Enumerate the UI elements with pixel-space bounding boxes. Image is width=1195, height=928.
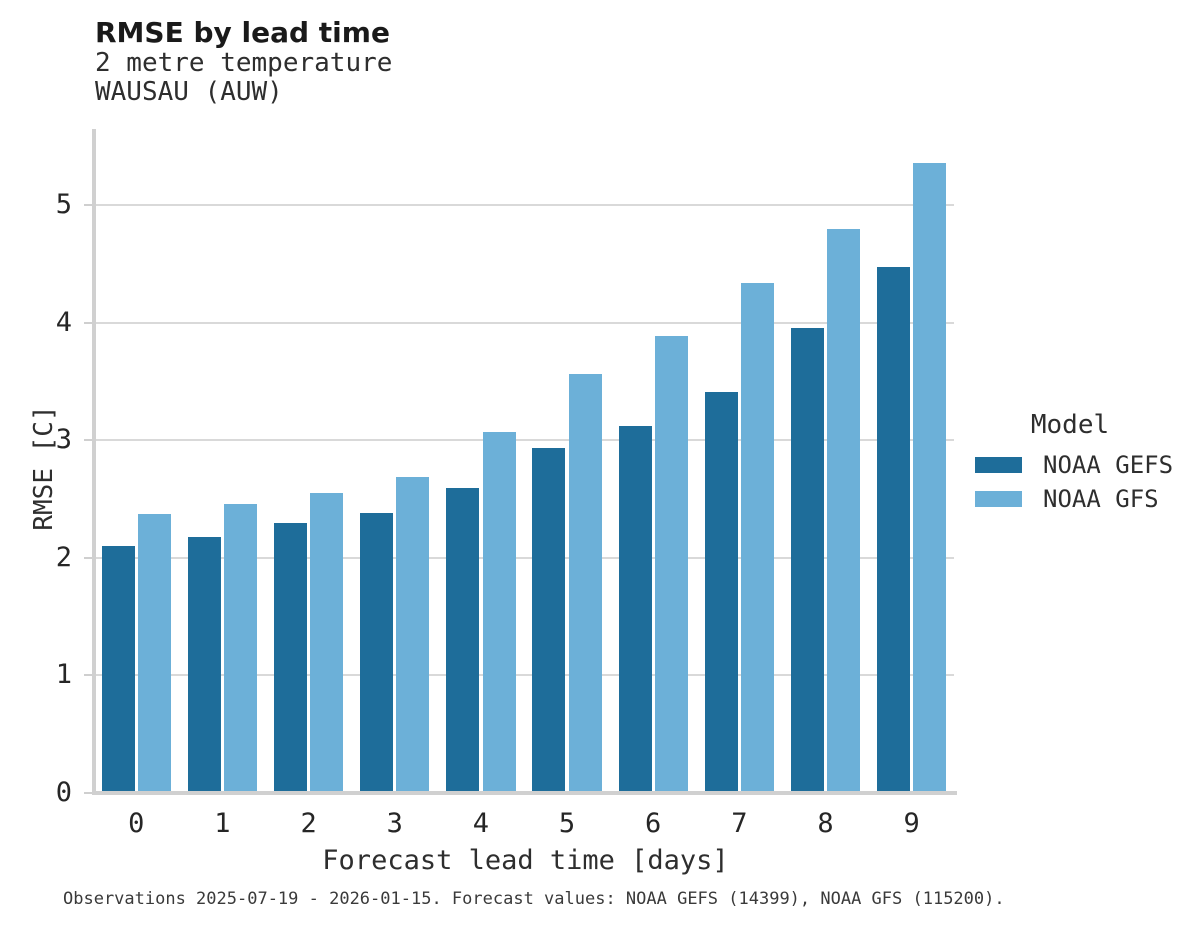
legend-swatch-icon: [975, 491, 1022, 507]
bar-noaa-gfs-day-1: [224, 503, 258, 793]
bar-noaa-gfs-day-6: [654, 335, 688, 793]
y-tick-label-4: 4: [55, 306, 72, 338]
bar-noaa-gfs-day-8: [827, 228, 861, 793]
y-tick-mark-2: [84, 556, 92, 559]
x-tick-label-1: 1: [214, 808, 231, 839]
bar-noaa-gefs-day-3: [360, 513, 394, 793]
y-tick-mark-1: [84, 674, 92, 677]
legend-swatch-icon: [975, 457, 1022, 473]
x-tick-label-0: 0: [128, 808, 145, 839]
legend-item-noaa-gfs: NOAA GFS: [965, 482, 1190, 516]
bar-noaa-gfs-day-0: [138, 514, 171, 793]
x-axis-label: Forecast lead time [days]: [322, 845, 729, 876]
legend-label: NOAA GFS: [1043, 485, 1159, 513]
x-tick-label-3: 3: [386, 808, 403, 839]
gridline-y-4: [96, 321, 954, 324]
bar-noaa-gefs-day-0: [101, 546, 135, 793]
x-tick-label-6: 6: [645, 808, 662, 839]
bar-noaa-gefs-day-7: [704, 391, 738, 793]
bar-noaa-gfs-day-3: [396, 476, 430, 793]
bar-noaa-gfs-day-4: [482, 431, 516, 793]
y-axis-label: RMSE [C]: [29, 405, 59, 531]
chart-title: RMSE by lead time: [95, 16, 390, 49]
y-tick-mark-5: [84, 204, 92, 206]
gridline-y-5: [96, 204, 954, 206]
bar-noaa-gefs-day-4: [446, 488, 480, 793]
y-tick-label-2: 2: [55, 541, 72, 573]
x-tick-label-7: 7: [731, 808, 748, 839]
legend-item-noaa-gefs: NOAA GEFS: [965, 448, 1190, 482]
bar-noaa-gefs-day-9: [876, 267, 910, 793]
legend-label: NOAA GEFS: [1043, 451, 1174, 479]
legend: Model NOAA GEFS NOAA GFS: [965, 410, 1190, 516]
y-tick-label-0: 0: [55, 777, 72, 808]
x-tick-label-4: 4: [472, 808, 490, 839]
y-tick-label-1: 1: [55, 659, 72, 691]
x-tick-label-8: 8: [817, 808, 834, 839]
bar-noaa-gfs-day-9: [913, 162, 947, 793]
legend-title: Model: [1030, 410, 1110, 440]
y-tick-mark-4: [84, 321, 92, 324]
gridline-y-2: [96, 556, 954, 559]
gridline-y-1: [96, 674, 954, 677]
y-tick-label-5: 5: [55, 189, 72, 220]
y-tick-mark-0: [84, 792, 92, 794]
x-tick-label-5: 5: [558, 808, 576, 839]
chart-subtitle-station: WAUSAU (AUW): [95, 77, 283, 107]
x-tick-label-2: 2: [300, 808, 317, 839]
bar-noaa-gfs-day-7: [741, 282, 775, 793]
y-tick-mark-3: [84, 439, 92, 442]
footnote: Observations 2025-07-19 - 2026-01-15. Fo…: [63, 889, 1005, 909]
y-axis-spine: [92, 129, 96, 795]
x-tick-label-9: 9: [903, 808, 920, 839]
chart-subtitle-variable: 2 metre temperature: [95, 48, 393, 78]
bar-noaa-gefs-day-6: [618, 426, 652, 793]
bar-noaa-gefs-day-2: [273, 522, 307, 793]
bar-noaa-gefs-day-1: [187, 536, 221, 793]
gridline-y-3: [96, 439, 954, 442]
bar-noaa-gefs-day-8: [790, 328, 824, 793]
bar-noaa-gfs-day-2: [310, 493, 344, 793]
y-tick-label-3: 3: [55, 424, 72, 456]
bar-noaa-gfs-day-5: [568, 374, 602, 793]
bar-noaa-gefs-day-5: [532, 448, 566, 793]
x-axis-spine: [92, 791, 957, 795]
